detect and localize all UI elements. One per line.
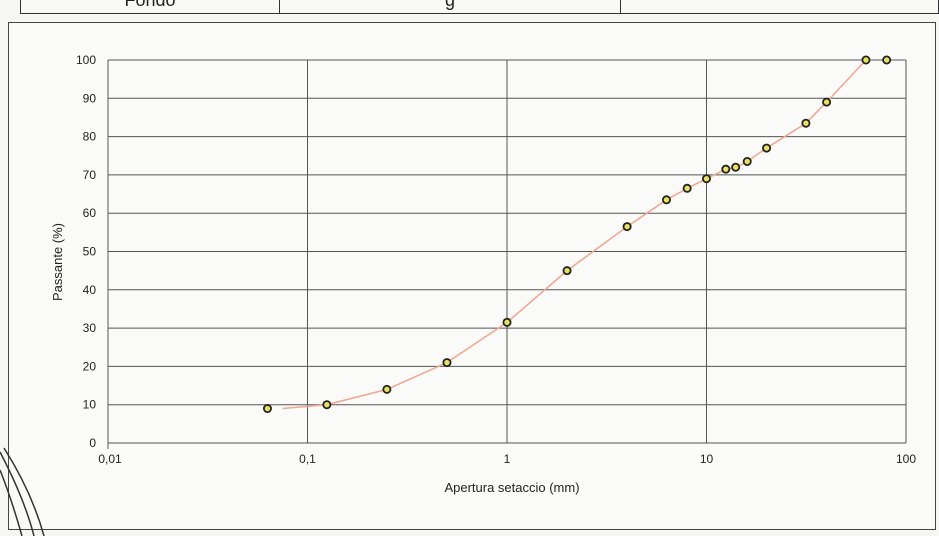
- header-cell-label: Fondo: [124, 0, 176, 10]
- x-tick-label: 1: [504, 452, 511, 466]
- data-point: [682, 183, 692, 193]
- data-point: [702, 174, 712, 184]
- data-point: [661, 195, 671, 205]
- header-table: Fondo g: [20, 0, 939, 14]
- data-point: [742, 156, 752, 166]
- x-tick-label: 100: [896, 452, 916, 466]
- y-tick-label: 20: [83, 359, 97, 373]
- margin-scribble: [0, 447, 45, 536]
- y-tick-label: 90: [83, 91, 97, 105]
- y-tick-label: 40: [83, 283, 97, 297]
- y-tick-label: 30: [83, 321, 97, 335]
- tick-layer: 0 10 20 30 40 50 60 70 80 90 100 0,01 0,1 1 10 100: [76, 53, 916, 466]
- y-tick-label: 70: [83, 168, 97, 182]
- grid: [107, 59, 907, 449]
- data-point: [562, 266, 572, 276]
- data-point: [861, 55, 871, 65]
- header-cell-label: g: [444, 0, 455, 10]
- data-point: [622, 222, 632, 232]
- y-tick-label: 10: [83, 398, 97, 412]
- y-tick-label: 0: [89, 436, 96, 450]
- x-tick-label: 0,1: [299, 452, 316, 466]
- data-point: [762, 143, 772, 153]
- header-cell: g: [280, 0, 621, 13]
- data-point: [721, 164, 731, 174]
- data-point: [322, 400, 332, 410]
- data-point: [801, 118, 811, 128]
- data-point: [822, 97, 832, 107]
- data-point: [442, 358, 452, 368]
- point-layer: [262, 55, 892, 414]
- gradation-curve: [282, 59, 867, 410]
- y-tick-label: 80: [83, 130, 97, 144]
- chart-frame: [8, 22, 936, 530]
- data-point: [502, 317, 512, 327]
- header-cell: Fondo: [21, 0, 280, 13]
- data-point: [382, 384, 392, 394]
- y-axis-label: Passante (%): [50, 223, 65, 301]
- y-tick-label: 60: [83, 206, 97, 220]
- x-tick-label: 10: [700, 452, 714, 466]
- x-axis-label: Apertura setaccio (mm): [444, 480, 579, 495]
- curve-layer: [282, 59, 867, 410]
- data-point: [882, 55, 892, 65]
- data-point: [731, 162, 741, 172]
- x-tick-label: 0,01: [98, 452, 122, 466]
- data-point: [262, 404, 272, 414]
- y-tick-label: 100: [76, 53, 96, 67]
- y-tick-label: 50: [83, 245, 97, 259]
